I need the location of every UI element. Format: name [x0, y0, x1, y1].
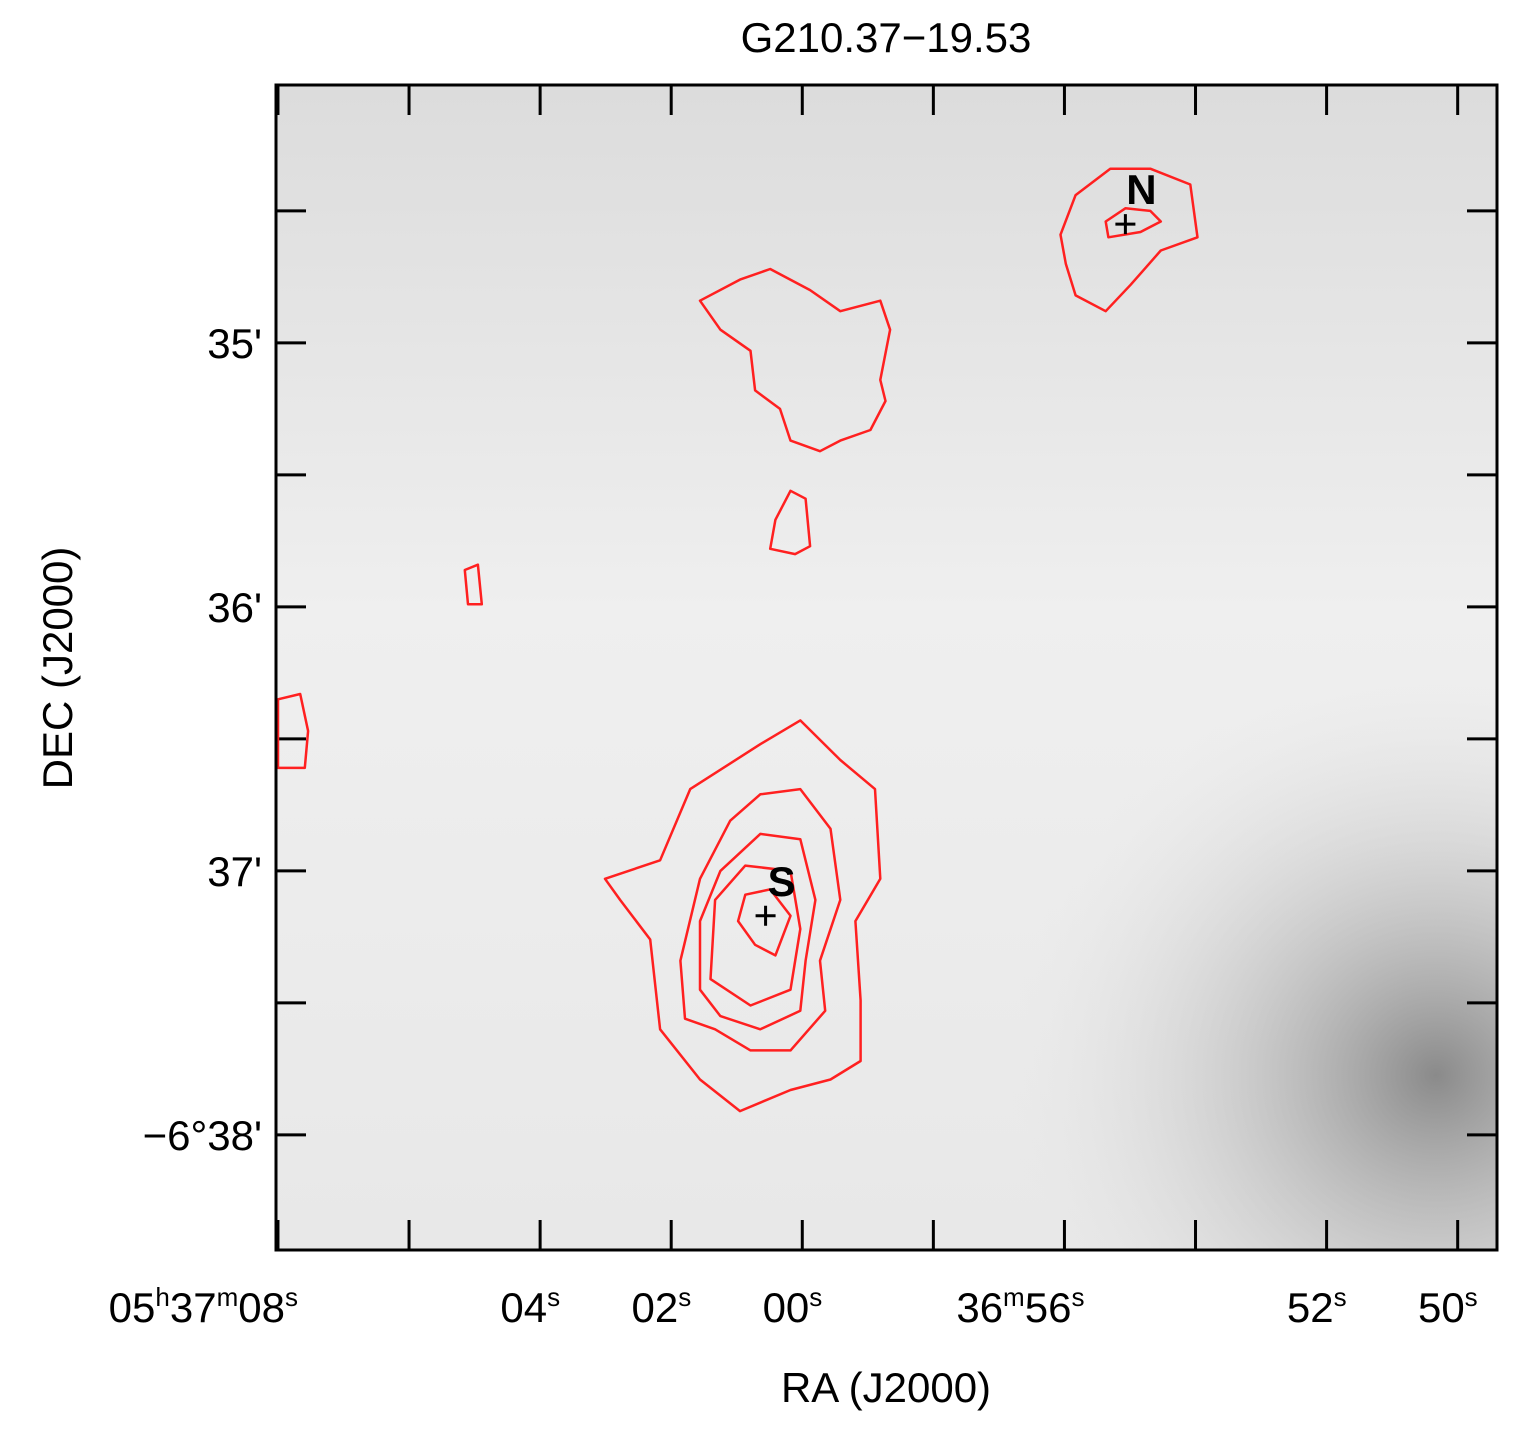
source-marker [755, 905, 776, 926]
x-tick-label: 02s [631, 1282, 691, 1331]
y-tick-label: 37' [207, 848, 262, 895]
contour [768, 489, 812, 556]
x-tick-label: 50s [1418, 1282, 1478, 1331]
y-tick-label: 35' [207, 320, 262, 367]
contour [463, 563, 484, 606]
chart-title: G210.37−19.53 [741, 14, 1032, 61]
y-tick-label: −6°38' [143, 1112, 262, 1159]
contour [276, 692, 310, 770]
contour [679, 787, 842, 1052]
contour [698, 832, 817, 1031]
x-tick-label: 52s [1287, 1282, 1347, 1331]
x-tick-label: 04s [500, 1282, 560, 1331]
contour [1104, 207, 1163, 239]
plot-frame [274, 83, 1499, 1252]
source-label: N [1126, 166, 1156, 213]
contour [1059, 167, 1199, 313]
source-label: S [768, 858, 796, 905]
contour [603, 719, 882, 1113]
image-shading [276, 85, 1497, 1250]
x-tick-label: 00s [763, 1282, 823, 1331]
y-axis-label: DEC (J2000) [34, 547, 81, 790]
contour [709, 864, 802, 1007]
x-tick-label: 05h37m08s [109, 1282, 298, 1331]
x-axis-label: RA (J2000) [781, 1364, 991, 1411]
x-tick-label: 36m56s [956, 1282, 1084, 1331]
y-tick-label: 36' [207, 584, 262, 631]
source-marker [1115, 214, 1136, 235]
contour [736, 888, 792, 957]
contour [698, 267, 892, 453]
